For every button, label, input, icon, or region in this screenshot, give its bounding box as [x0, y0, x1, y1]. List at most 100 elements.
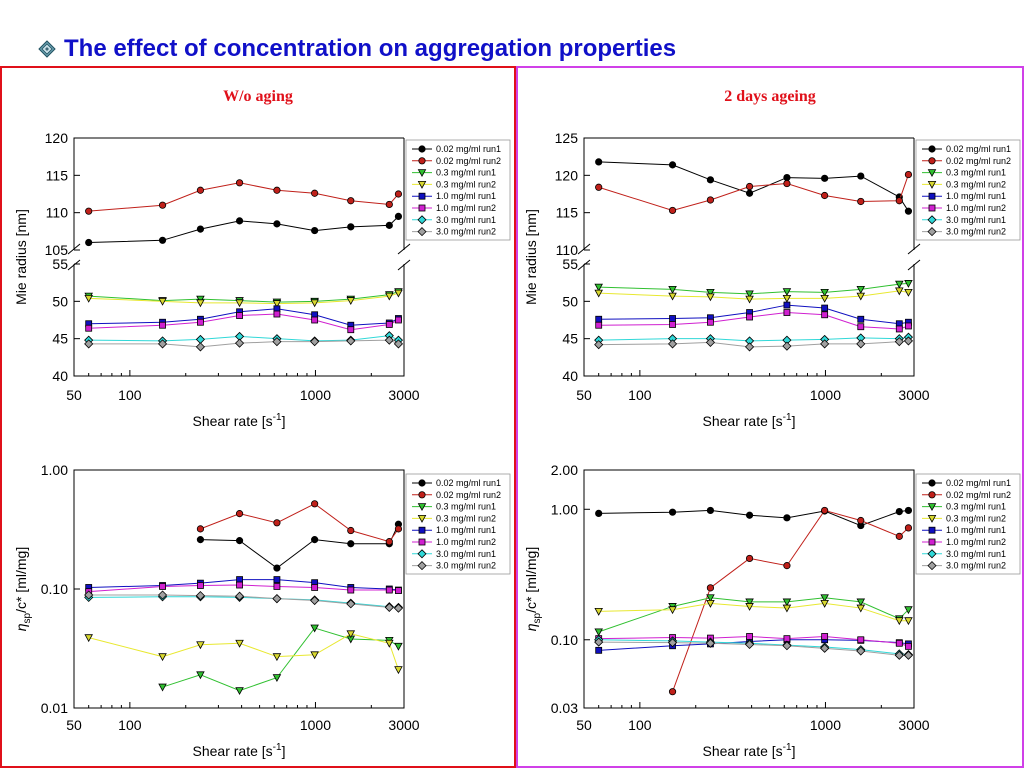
legend-label: 0.02 mg/ml run2: [436, 490, 501, 500]
data-point: [595, 509, 603, 517]
legend: 0.02 mg/ml run1 0.02 mg/ml run2 0.3 mg/ml …: [915, 139, 1021, 241]
data-point: [311, 316, 319, 324]
x-axis-label: Shear rate [s-1]: [193, 412, 286, 429]
legend-marker: [417, 180, 427, 189]
data-point: [895, 507, 903, 516]
data-point: [394, 525, 403, 533]
y-axis-label: Mie radius [nm]: [13, 209, 29, 305]
data-point: [904, 280, 913, 288]
legend-marker: [417, 503, 427, 512]
x-tick-label: 3000: [388, 717, 419, 733]
data-point: [384, 335, 394, 345]
data-point: [895, 325, 903, 333]
data-point: [346, 599, 356, 609]
legend-label: 3.0 mg/ml run2: [946, 561, 1006, 571]
data-point: [346, 336, 356, 346]
legend-marker: [418, 491, 426, 499]
data-point: [745, 598, 754, 607]
data-point: [745, 182, 754, 191]
data-point: [196, 225, 205, 233]
data-point: [85, 238, 93, 247]
chart-left-bottom: 50 100 1000 3000 Shear rate [s-1] 0.01 0.10 1.0…: [13, 462, 511, 759]
data-point: [856, 292, 866, 301]
y-tick-label: 40: [562, 368, 578, 384]
legend-marker: [418, 538, 426, 546]
data-point: [820, 288, 829, 297]
data-point: [903, 650, 914, 660]
data-point: [273, 564, 281, 572]
data-point: [311, 226, 319, 235]
data-point: [856, 285, 866, 294]
data-point: [706, 196, 715, 204]
data-point: [310, 299, 319, 308]
legend-box: [915, 473, 1021, 575]
data-point: [857, 323, 865, 331]
legend-label: 0.02 mg/ml run1: [946, 478, 1011, 488]
data-point: [894, 650, 904, 660]
data-point: [667, 638, 678, 648]
axis-break-mark: [577, 259, 591, 271]
data-point: [84, 590, 94, 600]
data-point: [706, 594, 715, 603]
plot-frame-lower: [73, 264, 405, 377]
data-point: [347, 586, 355, 594]
legend-label: 1.0 mg/ml run1: [946, 525, 1006, 535]
y-tick-label: 55: [562, 256, 578, 272]
legend-marker: [927, 561, 937, 571]
legend-marker: [418, 157, 426, 165]
data-point: [905, 642, 912, 650]
data-point: [236, 312, 243, 319]
legend-marker: [927, 503, 937, 512]
axis-break-mark: [577, 243, 591, 255]
panel-title-right: 2 days ageing: [724, 88, 816, 105]
data-point: [394, 642, 403, 651]
data-point: [706, 599, 715, 608]
legend-box: [405, 139, 511, 241]
data-point: [272, 594, 282, 604]
x-tick-label: 3000: [898, 717, 929, 733]
data-point: [158, 653, 167, 662]
y-tick-label: 0.10: [551, 632, 578, 648]
y-tick-label: 45: [52, 331, 68, 347]
legend-label: 0.3 mg/ml run1: [436, 168, 496, 178]
data-point: [744, 639, 755, 650]
data-point: [821, 311, 829, 319]
data-point: [668, 161, 677, 169]
data-point: [856, 598, 866, 607]
data-point: [856, 339, 866, 349]
data-point: [196, 536, 205, 544]
data-point: [85, 207, 93, 215]
legend-box: [915, 139, 1021, 241]
data-point: [393, 339, 404, 349]
legend-marker: [928, 526, 936, 534]
x-tick-label: 3000: [388, 387, 419, 403]
legend-label: 3.0 mg/ml run1: [436, 215, 496, 225]
data-point: [895, 280, 904, 289]
data-point: [904, 524, 913, 532]
y-tick-label: 40: [52, 368, 68, 384]
y-axis-label: ηsp/c* [ml/mg]: [13, 547, 33, 631]
data-point: [668, 688, 677, 696]
data-point: [668, 292, 677, 301]
data-point: [706, 584, 715, 592]
legend-label: 0.02 mg/ml run2: [946, 490, 1011, 500]
y-tick-label: 110: [46, 205, 69, 221]
data-point: [821, 304, 829, 312]
data-point: [197, 318, 204, 326]
x-axis-label: Shear rate [s-1]: [703, 412, 796, 429]
data-point: [782, 604, 792, 613]
legend-marker: [927, 215, 937, 225]
legend-marker: [928, 491, 936, 499]
data-point: [594, 607, 603, 616]
data-point: [669, 321, 676, 328]
data-point: [195, 591, 205, 601]
legend-marker: [928, 192, 936, 200]
data-point: [346, 630, 356, 639]
data-point: [395, 316, 402, 324]
data-point: [745, 511, 754, 519]
axis-break-mark: [397, 243, 411, 255]
y-tick-label: 0.10: [41, 581, 68, 597]
data-point: [157, 339, 168, 349]
data-point: [235, 217, 244, 225]
chart-right-top: 50 100 1000 3000 Shear rate [s-1] 110 115 120 12…: [523, 130, 1021, 429]
